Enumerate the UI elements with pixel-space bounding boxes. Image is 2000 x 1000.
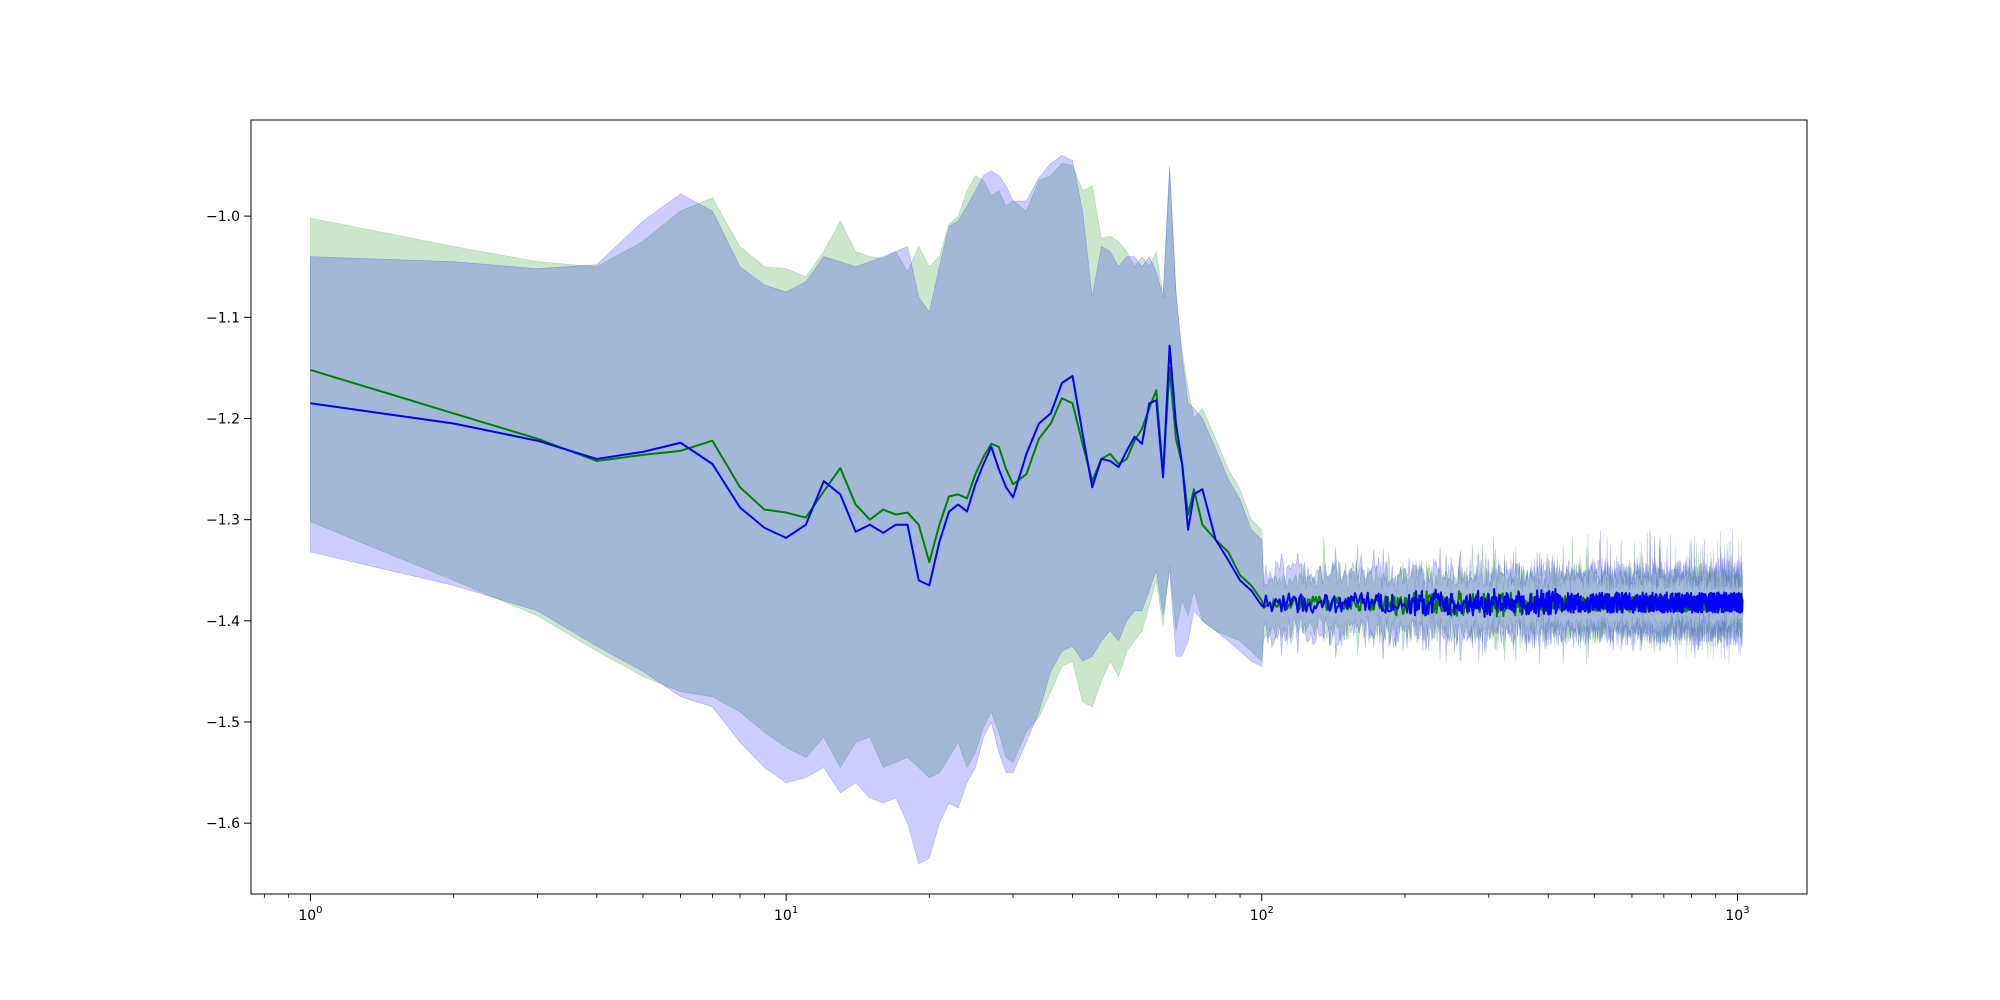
- plot-frame: [250, 119, 1808, 895]
- y-tick-label: −1.6: [206, 816, 240, 832]
- series-0-band: [310, 163, 1743, 779]
- y-tick-label: −1.2: [206, 411, 240, 427]
- series-lines: [310, 344, 1744, 618]
- x-tick-label: 103: [1725, 905, 1749, 924]
- x-axis: 100 101 102 103: [263, 894, 1750, 924]
- x-tick-label: 101: [774, 905, 798, 924]
- series-1-line: [310, 344, 1744, 618]
- x-tick-label: 100: [298, 905, 322, 924]
- y-axis: −1.0 −1.1 −1.2 −1.3 −1.4 −1.5 −1.6: [206, 209, 251, 832]
- y-tick-label: −1.3: [206, 513, 240, 529]
- y-tick-label: −1.4: [206, 614, 240, 630]
- x-tick-label: 102: [1250, 905, 1274, 924]
- y-tick-label: −1.0: [206, 209, 240, 225]
- y-tick-label: −1.5: [206, 715, 240, 731]
- y-tick-label: −1.1: [206, 310, 240, 326]
- series-1-band: [310, 155, 1743, 865]
- confidence-bands: [310, 155, 1743, 865]
